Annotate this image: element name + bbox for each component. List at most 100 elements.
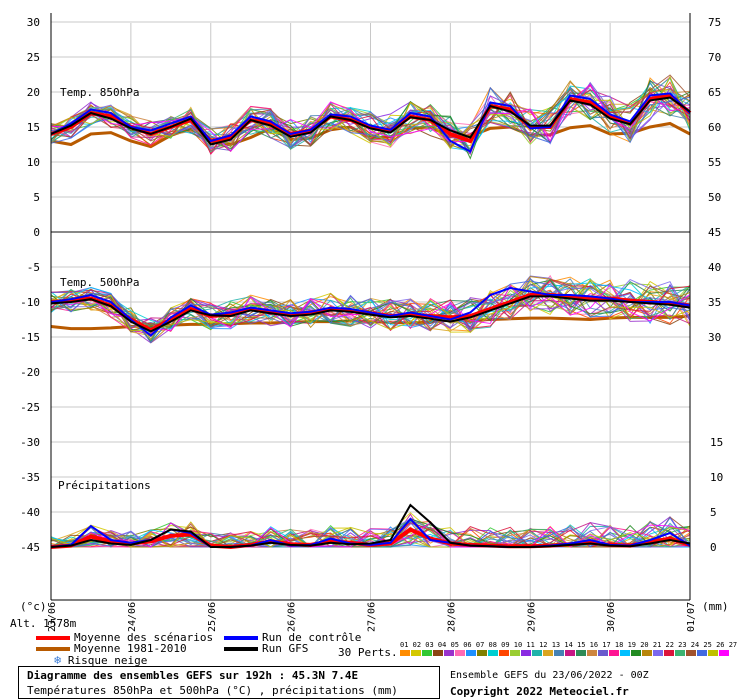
legend-control: Run de contrôle <box>224 631 361 644</box>
legend-label-control: Run de contrôle <box>262 631 362 644</box>
date-label: 25/06 <box>207 602 218 632</box>
tick-label-right: 5 <box>710 506 717 519</box>
pert-swatch <box>565 650 575 656</box>
tick-label-right: 65 <box>708 86 721 99</box>
pert-swatch <box>708 650 718 656</box>
pert-swatch <box>488 650 498 656</box>
tick-label-left: 20 <box>27 86 40 99</box>
tick-label-left: -10 <box>20 296 40 309</box>
pert-swatch <box>455 650 465 656</box>
pert-swatch <box>521 650 531 656</box>
pert-swatch <box>554 650 564 656</box>
pert-swatch <box>598 650 608 656</box>
tick-label-left: 15 <box>27 121 40 134</box>
date-label: 01/07 <box>686 602 697 632</box>
legend-swatch-clim <box>36 647 70 651</box>
pert-swatch <box>400 650 410 656</box>
panel-label-t500: Temp. 500hPa <box>60 276 139 289</box>
legend-label-mean: Moyenne des scénarios <box>74 631 214 644</box>
chart-title: Diagramme des ensembles GEFS sur 192h : … <box>27 669 359 682</box>
legend-perts: 30 Perts. <box>338 646 398 659</box>
tick-label-left: -45 <box>20 541 40 554</box>
perturbation-line <box>50 278 691 327</box>
date-label: 27/06 <box>367 602 378 632</box>
date-label: 24/06 <box>127 602 138 632</box>
tick-label-right: 70 <box>708 51 721 64</box>
legend-label-snow: Risque neige <box>67 654 148 667</box>
legend-swatch-mean <box>36 636 70 640</box>
tick-label-left: -15 <box>20 331 40 344</box>
legend-mean-scenarios: Moyenne des scénarios <box>36 631 213 644</box>
tick-label-left: -5 <box>27 261 40 274</box>
pert-swatches <box>400 650 730 656</box>
title-box: Diagramme des ensembles GEFS sur 192h : … <box>18 666 440 699</box>
tick-label-right: 50 <box>708 191 721 204</box>
panel-label-precip: Précipitations <box>58 479 151 492</box>
pert-swatch <box>444 650 454 656</box>
series-line-precip <box>50 503 691 548</box>
date-label: 29/06 <box>526 602 537 632</box>
pert-swatch <box>664 650 674 656</box>
pert-swatch <box>609 650 619 656</box>
series-line-t850 <box>50 92 691 153</box>
panel-label-t850: Temp. 850hPa <box>60 86 139 99</box>
tick-label-left: -30 <box>20 436 40 449</box>
date-labels: 23/06 24/06 25/06 26/06 27/06 28/06 29/06 30/06… <box>47 602 697 632</box>
pert-swatch <box>477 650 487 656</box>
chart-axes <box>50 13 691 601</box>
tick-label-right: 0 <box>710 541 717 554</box>
pert-swatch <box>642 650 652 656</box>
pert-swatch <box>411 650 421 656</box>
main-series-lines <box>50 92 692 550</box>
legend-swatch-gfs <box>224 647 258 651</box>
tick-label-left: -40 <box>20 506 40 519</box>
right-unit-label: (mm) <box>702 600 729 613</box>
pert-swatch <box>587 650 597 656</box>
tick-label-right: 10 <box>710 471 723 484</box>
perturbation-line <box>50 83 691 152</box>
date-label: 30/06 <box>606 602 617 632</box>
perturbation-line <box>50 74 691 153</box>
pert-swatch <box>620 650 630 656</box>
tick-label-right: 60 <box>708 121 721 134</box>
legend-label-clim: Moyenne 1981-2010 <box>74 642 187 655</box>
pert-swatch <box>576 650 586 656</box>
tick-label-left: -25 <box>20 401 40 414</box>
perturbation-line <box>50 94 691 149</box>
pert-swatch <box>422 650 432 656</box>
pert-swatch <box>631 650 641 656</box>
legend-label-gfs: Run GFS <box>262 642 309 655</box>
tick-label-right: 75 <box>708 16 721 29</box>
date-label: 28/06 <box>446 602 457 632</box>
pert-swatch <box>543 650 553 656</box>
perturbation-line <box>50 80 691 151</box>
pert-swatch <box>719 650 729 656</box>
pert-swatch <box>653 650 663 656</box>
pert-swatch <box>675 650 685 656</box>
tick-label-left: -35 <box>20 471 40 484</box>
snowflake-icon: ❄ <box>54 653 62 667</box>
date-label: 26/06 <box>287 602 298 632</box>
tick-label-left: 0 <box>33 226 40 239</box>
legend-mean-clim: Moyenne 1981-2010 <box>36 642 187 655</box>
pert-swatch <box>697 650 707 656</box>
run-info: Ensemble GEFS du 23/06/2022 - 00Z <box>450 670 649 681</box>
legend-swatch-control <box>224 636 258 640</box>
copyright: Copyright 2022 Meteociel.fr <box>450 685 629 698</box>
chart-subtitle: Températures 850hPa et 500hPa (°C) , pré… <box>27 684 398 697</box>
legend-gfs: Run GFS <box>224 642 308 655</box>
series-line-t850 <box>50 96 691 146</box>
tick-label-left: 10 <box>27 156 40 169</box>
tick-label-left: 30 <box>27 16 40 29</box>
left-unit-label: (°c) <box>20 600 47 613</box>
tick-label-right: 40 <box>708 261 721 274</box>
pert-swatch <box>532 650 542 656</box>
tick-label-right: 45 <box>708 226 721 239</box>
perturbation-line <box>50 280 691 344</box>
altitude-label: Alt. 1578m <box>10 617 77 630</box>
tick-label-right: 30 <box>708 331 721 344</box>
tick-label-right: 15 <box>710 436 723 449</box>
pert-swatch <box>466 650 476 656</box>
tick-label-left: 25 <box>27 51 40 64</box>
legend-snow: ❄ Risque neige <box>54 653 147 667</box>
